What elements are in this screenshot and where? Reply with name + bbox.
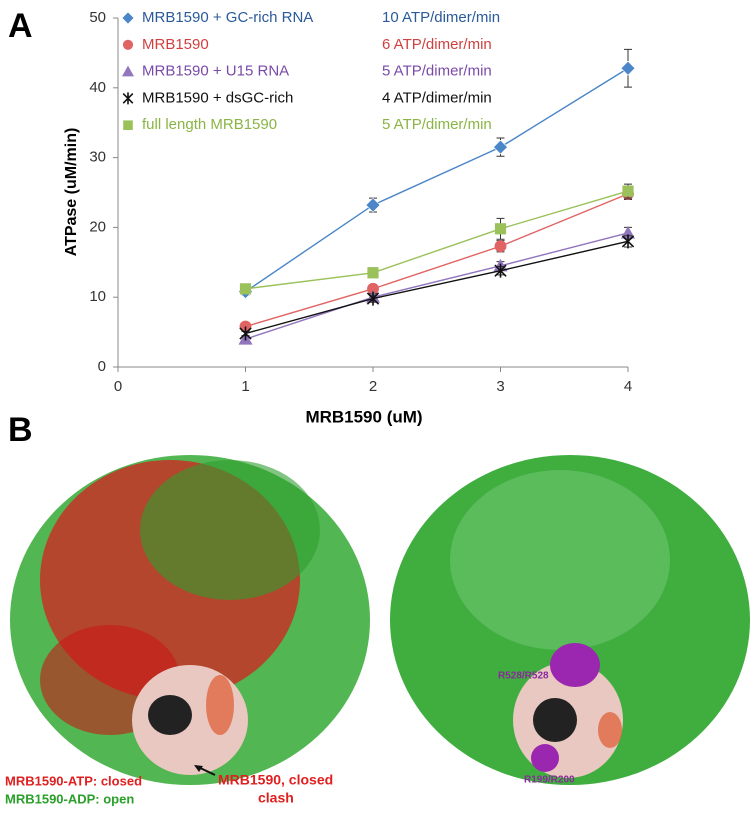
marker: [493, 139, 508, 155]
structure-label: MRB1590-ATP: closed: [5, 773, 142, 788]
rate-label: 5 ATP/dimer/min: [382, 63, 492, 80]
marker: [122, 92, 134, 105]
legend-label: full length MRB1590: [142, 116, 277, 133]
structure-label: clash: [258, 790, 294, 806]
structure-label: MRB1590, closed: [218, 772, 333, 788]
series-line: [245, 67, 629, 293]
series-line: [245, 190, 629, 290]
x-tick-label: 4: [624, 378, 632, 395]
legend-label: MRB1590 + U15 RNA: [142, 63, 289, 80]
marker: [494, 240, 507, 253]
marker: [367, 267, 379, 279]
structure-label: MRB1590-ADP: open: [5, 791, 134, 806]
panel-label: A: [8, 7, 33, 45]
rate-label: 10 ATP/dimer/min: [382, 9, 500, 26]
legend-label: MRB1590 + dsGC-rich: [142, 89, 293, 106]
marker: [494, 263, 507, 278]
marker: [621, 234, 635, 249]
rate-label: 6 ATP/dimer/min: [382, 36, 492, 53]
x-tick-label: 0: [114, 378, 122, 395]
series-line: [245, 232, 629, 340]
marker: [239, 326, 252, 341]
marker: [122, 39, 134, 50]
legend-label: MRB1590 + GC-rich RNA: [142, 9, 313, 26]
marker: [366, 291, 380, 306]
marker: [620, 60, 636, 76]
structure-label: R199/R200: [524, 775, 575, 786]
series-line: [245, 240, 629, 335]
series-line: [245, 193, 629, 328]
x-axis-label: MRB1590 (uM): [305, 407, 422, 426]
y-tick-label: 40: [89, 79, 106, 96]
marker: [121, 11, 135, 25]
structure-label: R528/R528: [498, 671, 549, 682]
y-tick-label: 20: [89, 218, 106, 235]
rate-label: 5 ATP/dimer/min: [382, 116, 492, 133]
y-tick-label: 50: [89, 9, 106, 26]
x-tick-label: 3: [496, 378, 504, 395]
y-axis-label: ATPase (uM/min): [63, 128, 80, 257]
marker: [123, 120, 133, 130]
marker: [622, 185, 634, 197]
marker: [239, 283, 252, 295]
legend-label: MRB1590: [142, 36, 209, 53]
y-tick-label: 10: [89, 288, 106, 305]
x-tick-label: 1: [241, 378, 249, 395]
marker: [494, 223, 507, 235]
marker: [122, 65, 134, 77]
structure-left: [10, 455, 370, 785]
structure-right: [390, 455, 750, 785]
y-tick-label: 0: [98, 358, 106, 375]
panel-label: B: [8, 411, 33, 449]
marker: [367, 282, 379, 295]
rate-label: 4 ATP/dimer/min: [382, 89, 492, 106]
marker: [365, 197, 381, 213]
x-tick-label: 2: [369, 378, 377, 395]
y-tick-label: 30: [89, 149, 106, 166]
